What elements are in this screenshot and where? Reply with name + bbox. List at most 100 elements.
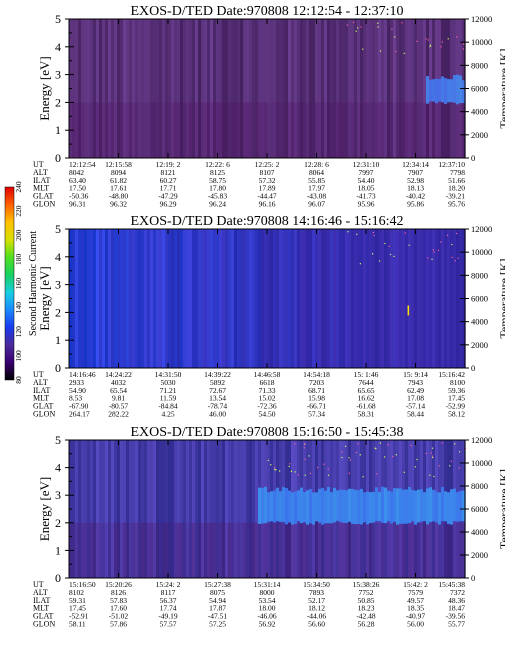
temperature-tick-label: 4000 [471, 527, 488, 537]
cell-ilat: 50.85 [358, 596, 375, 605]
cell-alt: 7798 [450, 168, 465, 177]
cell-alt: 7997 [359, 168, 374, 177]
cell-glat: -43.08 [307, 192, 327, 201]
panel-2: EXOS-D/TED Date:970808 14:16:46 - 15:16:… [33, 214, 505, 419]
cell-glat: -50.36 [69, 192, 89, 201]
temperature-tick-label: 0 [471, 153, 475, 163]
cell-glon: 57.25 [209, 620, 226, 629]
cell-glon: 54.50 [259, 410, 276, 419]
row-label-ilat: ILAT [33, 176, 50, 185]
energy-tick-label: 3 [55, 68, 61, 82]
cell-ut: 15:45:38 [438, 580, 465, 589]
cell-alt: 7203 [309, 378, 324, 387]
cell-ut: 15:16:42 [438, 370, 465, 379]
cell-glon: 46.00 [209, 410, 226, 419]
cell-glat: -80.57 [109, 402, 129, 411]
row-label-glon: GLON [33, 200, 55, 209]
temperature-tick-label: 6000 [471, 504, 488, 514]
energy-tick-label: 2 [55, 305, 61, 319]
cell-mlt: 8.53 [69, 394, 82, 403]
spectrogram [69, 19, 466, 158]
temperature-tick-label: 8000 [471, 60, 488, 70]
spectrogram [69, 440, 467, 578]
cell-glon: 57.34 [308, 410, 325, 419]
row-label-ut: UT [33, 370, 44, 379]
energy-tick-label: 1 [55, 123, 61, 137]
cell-mlt: 17.45 [69, 604, 86, 613]
energy-tick-label: 0 [55, 361, 61, 375]
temperature-tick-label: 8000 [471, 270, 488, 280]
cell-alt: 8125 [210, 168, 225, 177]
cell-glat: -41.73 [356, 192, 376, 201]
cell-ilat: 65.54 [110, 386, 127, 395]
cell-ut: 15:24: 2 [156, 580, 181, 589]
cell-glon: 96.16 [259, 200, 276, 209]
cell-glat: -84.84 [158, 402, 178, 411]
cell-alt: 8075 [210, 588, 225, 597]
cell-mlt: 17.87 [209, 604, 226, 613]
cell-alt: 7752 [359, 588, 374, 597]
cell-ut: 15:38:26 [353, 580, 380, 589]
cell-ut: 15: 9:14 [403, 370, 428, 379]
cell-alt: 5030 [161, 378, 176, 387]
energy-tick-label: 5 [55, 222, 61, 236]
cell-mlt: 17.80 [209, 184, 226, 193]
cell-mlt: 17.60 [110, 604, 127, 613]
cell-glat: -57.14 [406, 402, 426, 411]
cell-glon: 96.31 [69, 200, 86, 209]
energy-tick-label: 4 [55, 250, 61, 264]
colorbar-tick-label: 100 [14, 350, 23, 362]
energy-tick-label: 1 [55, 543, 61, 557]
panel-title: EXOS-D/TED Date:970808 12:12:54 - 12:37:… [131, 4, 404, 19]
cell-ut: 14:54:18 [303, 370, 330, 379]
energy-tick-label: 5 [55, 433, 61, 447]
cell-ut: 12:15:58 [105, 160, 132, 169]
cell-mlt: 18.35 [407, 604, 424, 613]
row-label-ut: UT [33, 160, 44, 169]
cell-ut: 14:31:50 [155, 370, 182, 379]
colorbar-tick-label: 220 [14, 205, 23, 217]
cell-glon: 96.07 [308, 200, 325, 209]
cell-glon: 57.57 [160, 620, 177, 629]
cell-alt: 4032 [111, 378, 126, 387]
cell-glon: 56.92 [259, 620, 276, 629]
row-label-ilat: ILAT [33, 386, 50, 395]
cell-ilat: 68.71 [308, 386, 325, 395]
cell-glat: -61.68 [356, 402, 376, 411]
cell-glon: 95.96 [358, 200, 375, 209]
cell-glon: 56.28 [358, 620, 375, 629]
energy-tick-label: 4 [55, 461, 61, 475]
row-label-mlt: MLT [33, 394, 49, 403]
cell-ut: 12:31:10 [353, 160, 380, 169]
cell-alt: 8117 [161, 588, 176, 597]
cell-alt: 7579 [408, 588, 423, 597]
cell-glon: 4.25 [161, 410, 174, 419]
cell-ilat: 62.49 [407, 386, 424, 395]
cell-mlt: 9.81 [112, 394, 125, 403]
cell-ut: 12:34:14 [402, 160, 429, 169]
colorbar-tick-label: 200 [14, 229, 23, 241]
cell-mlt: 17.45 [448, 394, 465, 403]
cell-alt: 8094 [111, 168, 126, 177]
cell-glat: -52.99 [446, 402, 466, 411]
cell-mlt: 18.05 [358, 184, 375, 193]
cell-glon: 96.32 [110, 200, 127, 209]
row-label-glon: GLON [33, 410, 55, 419]
row-label-mlt: MLT [33, 184, 49, 193]
cell-mlt: 16.62 [358, 394, 375, 403]
cell-ilat: 65.65 [358, 386, 375, 395]
energy-tick-label: 3 [55, 488, 61, 502]
cell-glat: -47.51 [208, 612, 228, 621]
row-label-ut: UT [33, 580, 44, 589]
cell-glon: 55.77 [448, 620, 465, 629]
cell-ut: 15:34:50 [303, 580, 330, 589]
cell-alt: 8102 [69, 588, 84, 597]
energy-tick-label: 0 [55, 571, 61, 585]
cell-mlt: 17.50 [69, 184, 86, 193]
cell-mlt: 15.98 [308, 394, 325, 403]
temperature-tick-label: 10000 [471, 247, 492, 257]
cell-glat: -42.48 [356, 612, 376, 621]
cell-alt: 8100 [450, 378, 465, 387]
temperature-tick-label: 6000 [471, 294, 488, 304]
